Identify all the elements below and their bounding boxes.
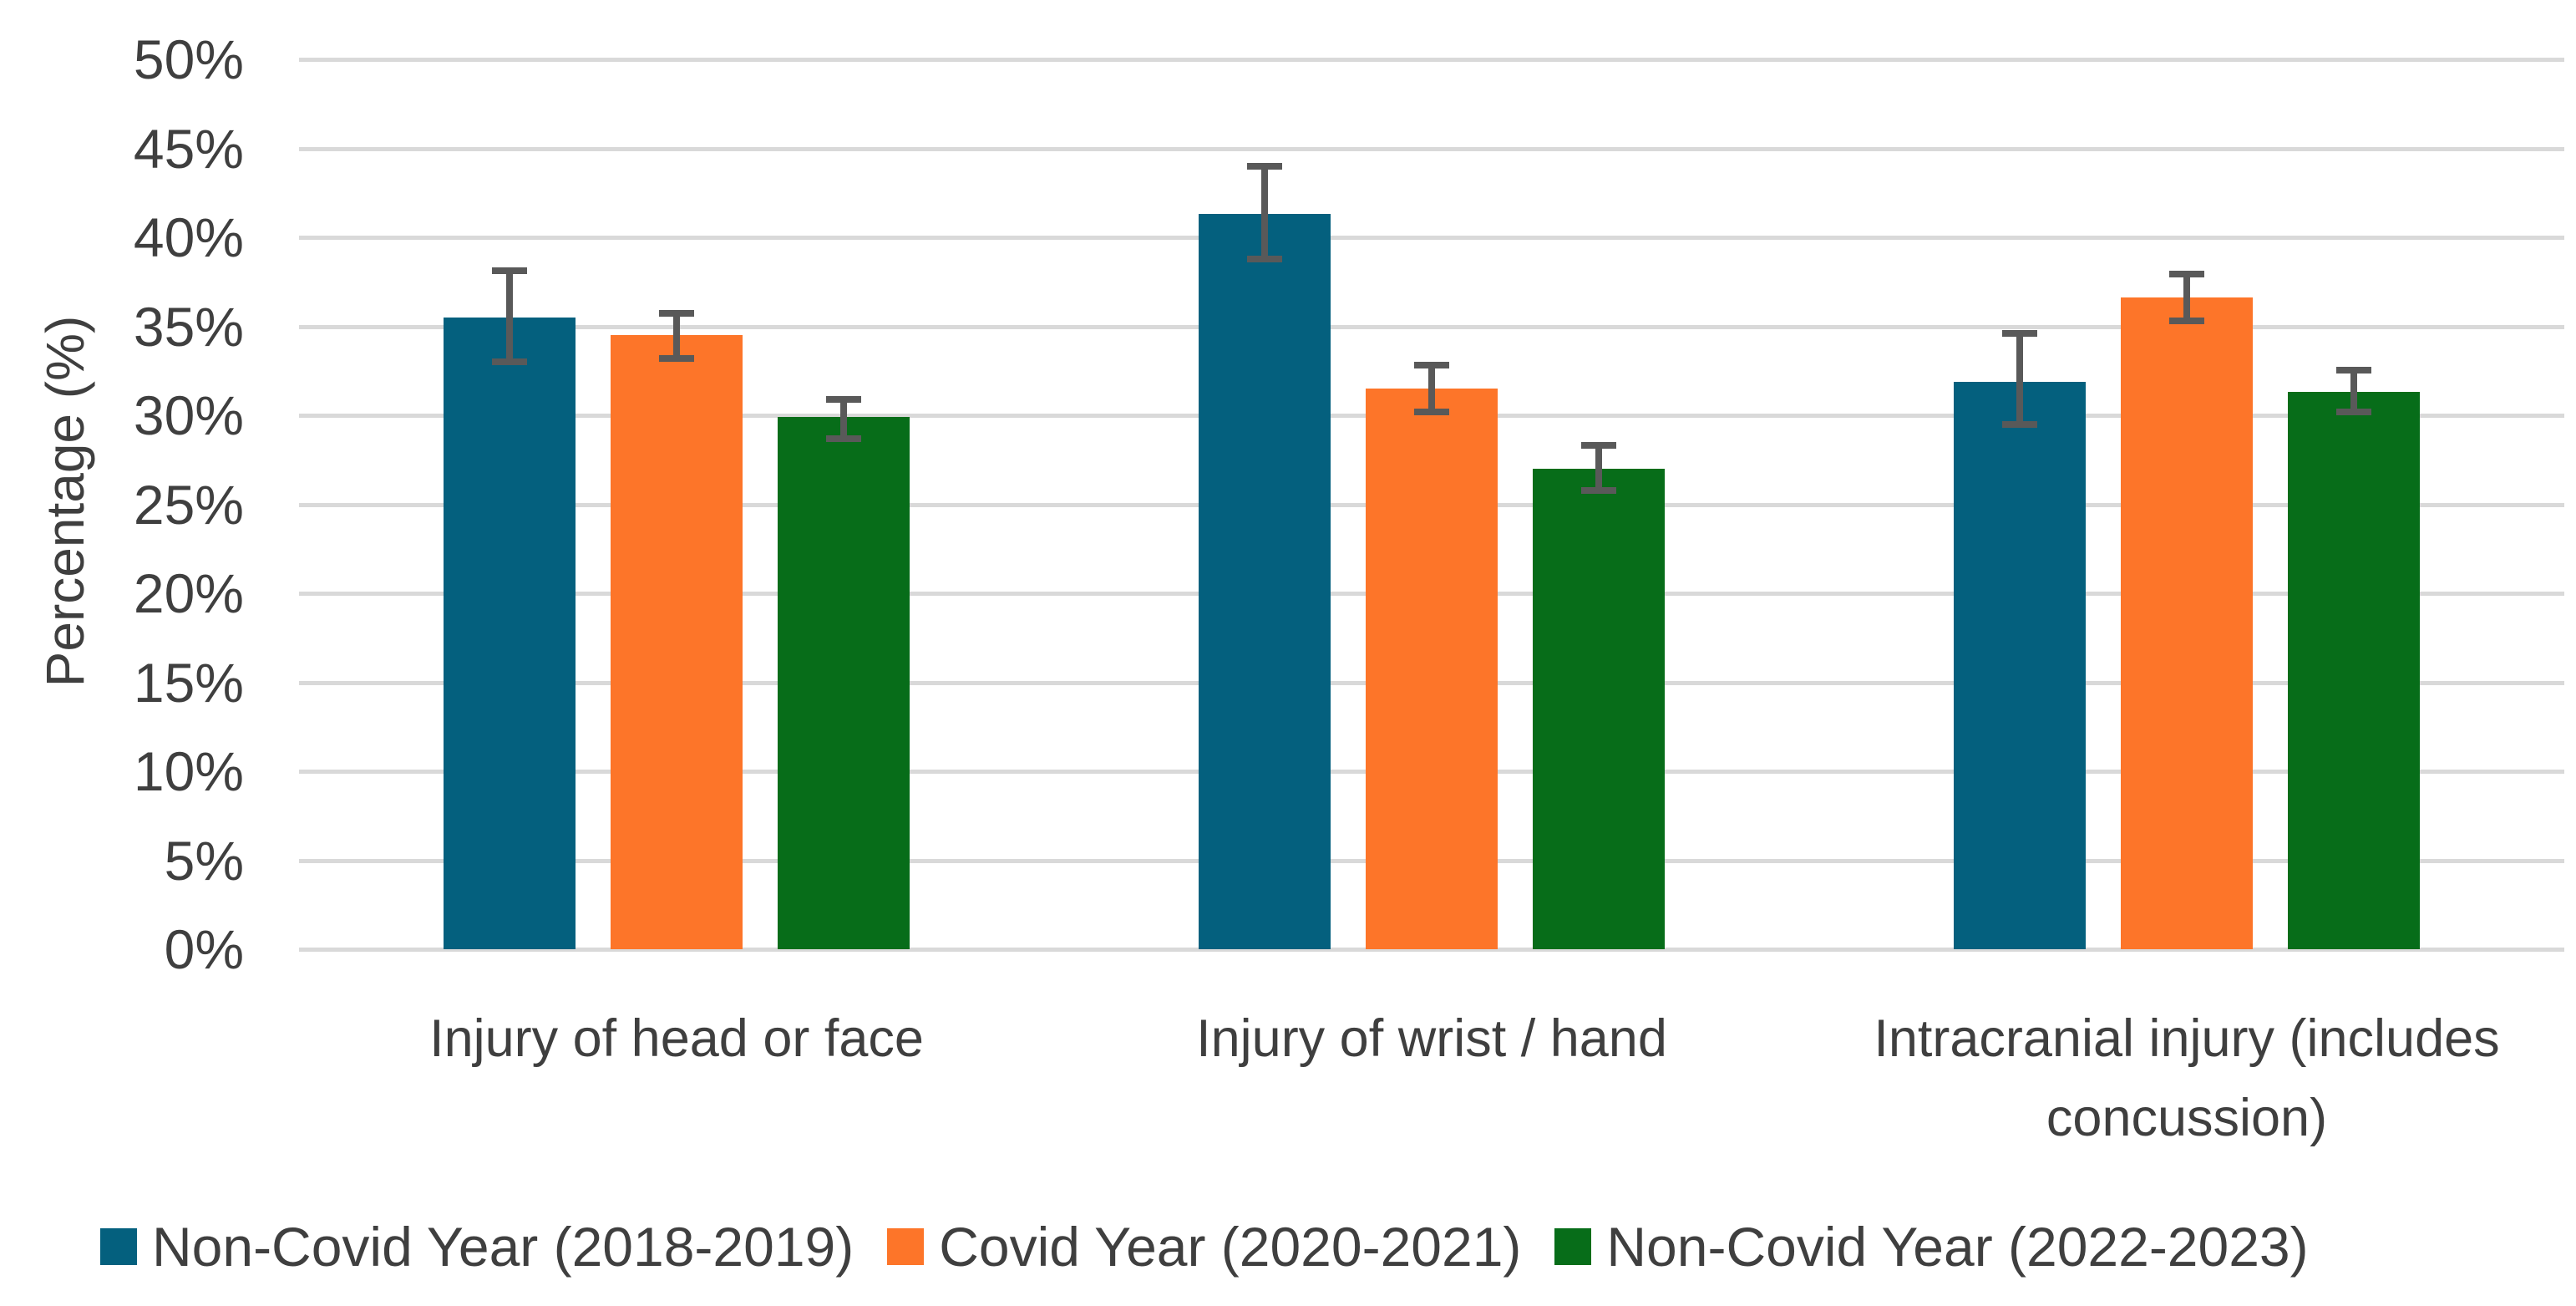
error-bar-top-cap [492, 267, 527, 275]
bar-series3-category1 [778, 417, 910, 949]
bar-series1-category1 [444, 317, 576, 949]
error-bar-bottom-cap [2336, 408, 2371, 415]
y-tick-label: 0% [164, 918, 244, 980]
y-tick-label: 15% [133, 651, 244, 714]
category-label: Intracranial injury (includes concussion… [1874, 1009, 2500, 1147]
legend-label: Non-Covid Year (2018-2019) [152, 1216, 854, 1278]
bar-series2-category2 [1366, 389, 1498, 949]
y-tick-label: 25% [133, 473, 244, 536]
bar-series3-category2 [1533, 468, 1665, 949]
category-label: Injury of head or face [429, 1009, 924, 1068]
error-bar-stem [506, 267, 513, 366]
error-bar-top-cap [1247, 162, 1282, 170]
legend-label: Covid Year (2020-2021) [939, 1216, 1522, 1278]
error-bar-series2-category3 [2169, 271, 2204, 325]
error-bar-stem [2016, 329, 2023, 428]
y-tick-label: 45% [133, 117, 244, 180]
legend-swatch-icon [887, 1228, 925, 1265]
error-bar-top-cap [1414, 362, 1449, 369]
error-bar-stem [1261, 162, 1268, 262]
legend-label: Non-Covid Year (2022-2023) [1606, 1216, 2309, 1278]
error-bar-series1-category3 [2002, 329, 2037, 428]
plot-area [299, 58, 2564, 952]
y-tick-label: 30% [133, 384, 244, 446]
error-bar-stem [2350, 367, 2357, 415]
error-bar-stem [1428, 362, 1435, 415]
bar-series3-category3 [2288, 392, 2420, 949]
y-tick-label: 5% [164, 829, 244, 892]
error-bar-bottom-cap [659, 355, 694, 363]
error-bar-bottom-cap [826, 434, 861, 442]
gridline-40% [299, 236, 2564, 240]
error-bar-bottom-cap [1581, 486, 1616, 494]
gridline-0% [299, 948, 2564, 952]
y-tick-label: 35% [133, 295, 244, 358]
error-bar-top-cap [1581, 441, 1616, 449]
error-bar-stem [2183, 271, 2190, 325]
error-bar-top-cap [826, 395, 861, 403]
error-bar-top-cap [2002, 329, 2037, 337]
y-tick-label: 10% [133, 740, 244, 802]
bar-series1-category2 [1199, 214, 1331, 949]
error-bar-bottom-cap [1414, 408, 1449, 415]
gridline-50% [299, 58, 2564, 62]
error-bar-series3-category3 [2336, 367, 2371, 415]
error-bar-bottom-cap [1247, 255, 1282, 262]
error-bar-bottom-cap [2002, 420, 2037, 428]
bar-series1-category3 [1954, 381, 2086, 949]
bar-series2-category1 [611, 335, 743, 949]
legend-swatch-icon [100, 1228, 137, 1265]
error-bar-top-cap [2336, 367, 2371, 374]
error-bar-series1-category2 [1247, 162, 1282, 262]
y-tick-label: 50% [133, 28, 244, 90]
legend-item: Non-Covid Year (2022-2023) [1554, 1215, 2309, 1278]
legend: Non-Covid Year (2018-2019) Covid Year (20… [100, 1210, 2309, 1283]
gridline-45% [299, 146, 2564, 151]
error-bar-top-cap [2169, 271, 2204, 278]
bar-series2-category3 [2121, 297, 2253, 949]
error-bar-series2-category2 [1414, 362, 1449, 415]
legend-swatch-icon [1554, 1228, 1592, 1265]
legend-item: Covid Year (2020-2021) [887, 1215, 1521, 1278]
legend-item: Non-Covid Year (2018-2019) [100, 1215, 854, 1278]
error-bar-series2-category1 [659, 310, 694, 363]
error-bar-stem [673, 310, 680, 363]
error-bar-series3-category1 [826, 395, 861, 442]
gridline-35% [299, 324, 2564, 329]
y-tick-label: 20% [133, 562, 244, 624]
error-bar-stem [1595, 441, 1602, 494]
error-bar-series1-category1 [492, 267, 527, 366]
error-bar-bottom-cap [492, 358, 527, 366]
error-bar-stem [840, 395, 847, 442]
error-bar-bottom-cap [2169, 318, 2204, 325]
y-tick-label: 40% [133, 206, 244, 268]
error-bar-series3-category2 [1581, 441, 1616, 494]
error-bar-top-cap [659, 310, 694, 318]
category-label: Injury of wrist / hand [1196, 1009, 1667, 1068]
